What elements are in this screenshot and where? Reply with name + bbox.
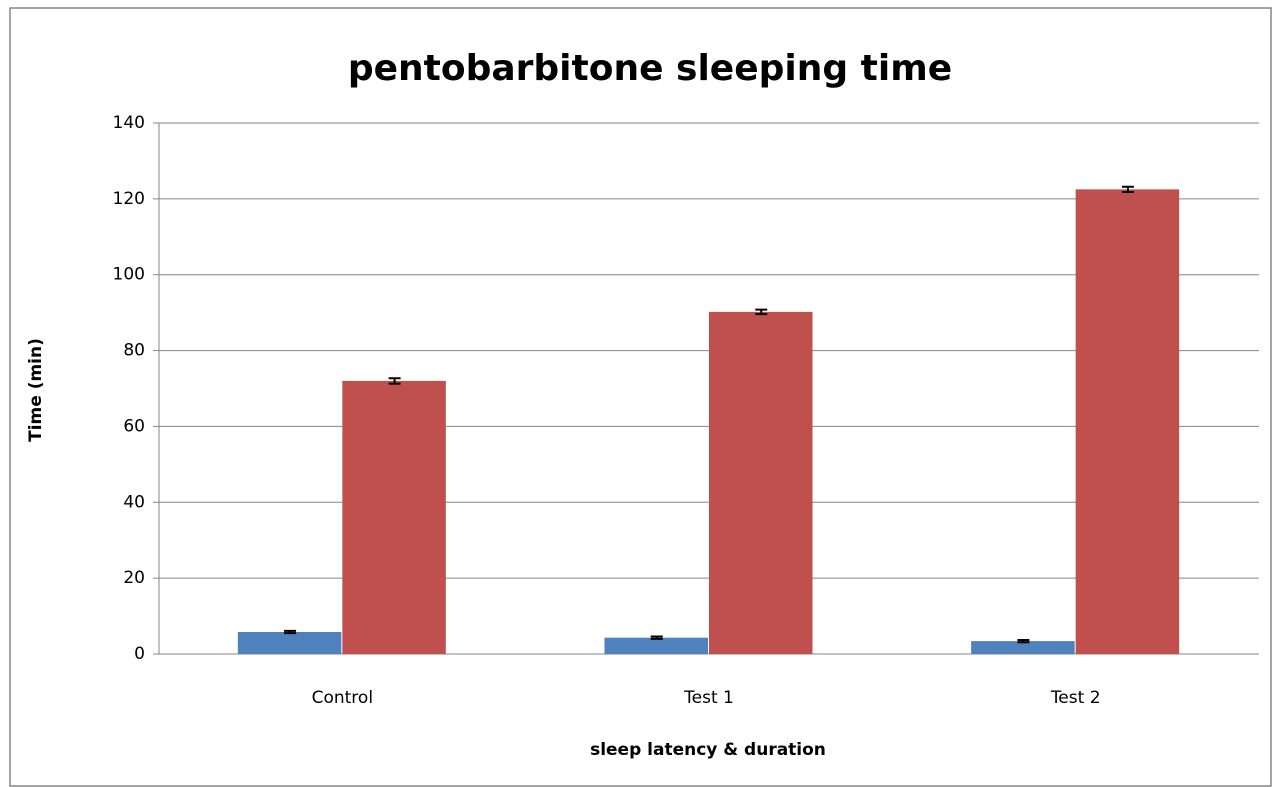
chart-title: pentobarbitone sleeping time — [348, 48, 952, 89]
y-tick-label: 120 — [113, 189, 145, 209]
error-bar — [388, 377, 401, 385]
bar — [604, 637, 708, 654]
bar — [709, 311, 813, 654]
bar — [237, 632, 342, 654]
error-bar — [1121, 185, 1134, 194]
y-tick-label: 80 — [123, 341, 145, 361]
bar — [1075, 189, 1180, 654]
y-axis-label: Time (min) — [26, 338, 46, 442]
y-tick-label: 0 — [134, 644, 145, 664]
x-tick-label: Control — [312, 688, 373, 708]
error-bar — [650, 635, 663, 640]
x-axis-label: sleep latency & duration — [590, 740, 826, 760]
y-tick-label: 40 — [123, 492, 145, 512]
chart-border — [9, 7, 1272, 787]
y-tick-label: 60 — [123, 416, 145, 436]
error-bar — [284, 629, 297, 635]
error-bar — [1017, 638, 1030, 644]
x-tick-label: Test 2 — [1050, 688, 1101, 708]
y-tick-label: 20 — [123, 568, 145, 588]
x-tick-label: Test 1 — [683, 688, 734, 708]
bar — [342, 380, 446, 654]
y-tick-label: 140 — [113, 113, 145, 133]
bar — [971, 641, 1075, 654]
error-bar — [755, 308, 768, 316]
y-tick-label: 100 — [113, 265, 145, 285]
